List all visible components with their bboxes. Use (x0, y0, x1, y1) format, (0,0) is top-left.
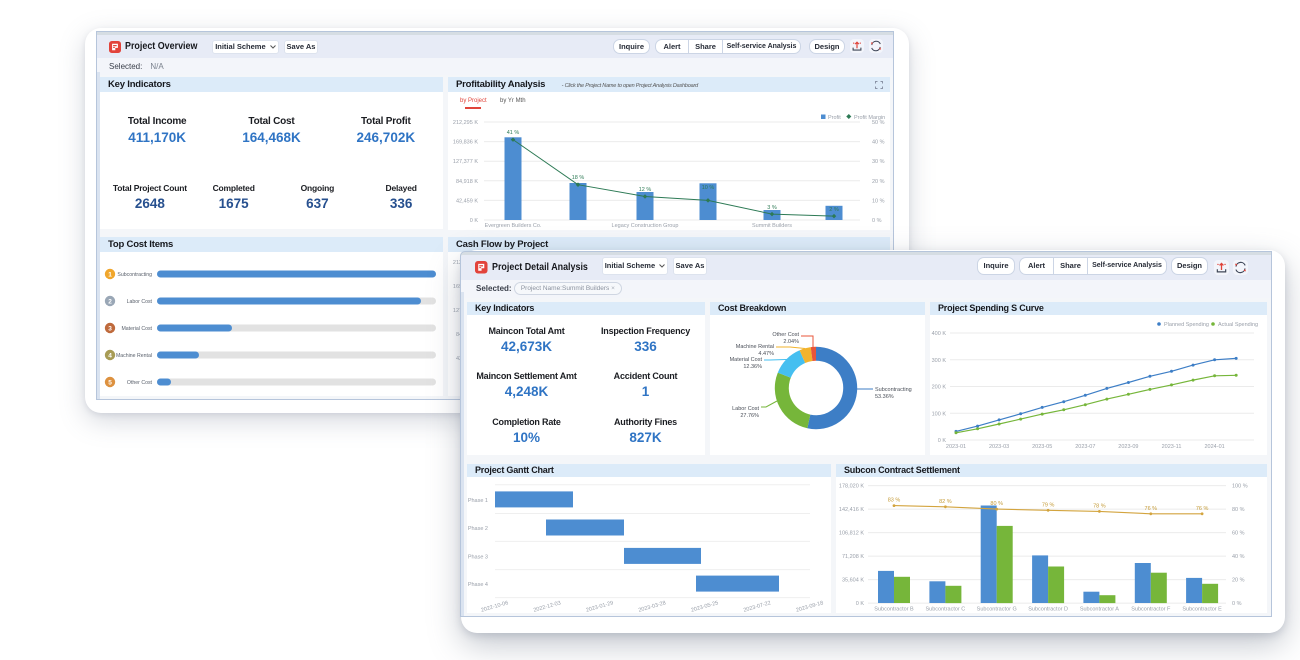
svg-text:83 %: 83 % (888, 498, 901, 504)
svg-text:Subcontractor G: Subcontractor G (977, 607, 1017, 613)
svg-text:Subcontractor F: Subcontractor F (1131, 607, 1171, 613)
svg-text:Actual Spending: Actual Spending (1218, 322, 1258, 328)
svg-text:53.36%: 53.36% (875, 394, 894, 400)
svg-text:40 %: 40 % (872, 140, 885, 146)
svg-text:100 K: 100 K (932, 411, 947, 417)
svg-text:2023-05-25: 2023-05-25 (690, 600, 719, 613)
svg-text:4.47%: 4.47% (758, 351, 774, 357)
svg-text:2022-12-03: 2022-12-03 (533, 600, 562, 613)
svg-text:2023-07: 2023-07 (1075, 444, 1095, 450)
svg-text:212,295 K: 212,295 K (453, 120, 478, 126)
svg-text:2 %: 2 % (829, 207, 839, 213)
svg-text:76 %: 76 % (1196, 506, 1209, 512)
svg-text:12 %: 12 % (639, 187, 652, 193)
svg-text:Profit: Profit (828, 115, 841, 121)
svg-text:Phase 1: Phase 1 (468, 498, 488, 504)
svg-text:Phase 2: Phase 2 (468, 526, 488, 532)
svg-text:Labor Cost: Labor Cost (127, 299, 153, 305)
svg-text:4: 4 (108, 352, 112, 359)
svg-text:42,459 K: 42,459 K (456, 198, 478, 204)
svg-text:Summit Builders: Summit Builders (752, 223, 792, 229)
svg-text:0 %: 0 % (1232, 601, 1242, 607)
svg-text:178,020 K: 178,020 K (839, 484, 864, 490)
svg-text:78 %: 78 % (1093, 503, 1106, 509)
svg-text:2023-03-28: 2023-03-28 (638, 600, 667, 613)
svg-text:50 %: 50 % (872, 120, 885, 126)
svg-text:10 %: 10 % (872, 198, 885, 204)
svg-text:2022-10-06: 2022-10-06 (480, 600, 509, 613)
svg-text:27.76%: 27.76% (740, 413, 759, 419)
svg-text:76 %: 76 % (1145, 506, 1158, 512)
svg-text:106,812 K: 106,812 K (839, 531, 864, 537)
svg-text:Labor Cost: Labor Cost (732, 406, 759, 412)
svg-text:1: 1 (108, 271, 112, 278)
svg-text:0 K: 0 K (856, 601, 865, 607)
svg-text:100 %: 100 % (1232, 484, 1248, 490)
svg-text:35,604 K: 35,604 K (842, 578, 864, 584)
svg-text:82 %: 82 % (939, 499, 952, 505)
svg-text:2023-01: 2023-01 (946, 444, 966, 450)
svg-text:Subcontractor C: Subcontractor C (926, 607, 966, 613)
svg-text:60 %: 60 % (1232, 531, 1245, 537)
svg-text:Subcontractor B: Subcontractor B (874, 607, 914, 613)
svg-text:Phase 3: Phase 3 (468, 554, 488, 560)
svg-text:71,208 K: 71,208 K (842, 554, 864, 560)
svg-text:2023-09: 2023-09 (1118, 444, 1138, 450)
svg-text:142,416 K: 142,416 K (839, 507, 864, 513)
svg-text:Subcontractor D: Subcontractor D (1028, 607, 1068, 613)
svg-text:Other Cost: Other Cost (127, 380, 153, 386)
svg-text:300 K: 300 K (932, 358, 947, 364)
svg-text:Material Cost: Material Cost (730, 357, 763, 363)
svg-text:Subcontracting: Subcontracting (117, 272, 152, 278)
svg-text:2023-07-22: 2023-07-22 (743, 600, 772, 613)
svg-text:Subcontracting: Subcontracting (875, 387, 912, 393)
svg-text:Planned Spending: Planned Spending (1164, 322, 1209, 328)
svg-text:41 %: 41 % (507, 130, 520, 136)
svg-text:10 %: 10 % (702, 185, 715, 191)
svg-text:Phase 4: Phase 4 (468, 582, 488, 588)
svg-text:400 K: 400 K (932, 331, 947, 337)
svg-text:200 K: 200 K (932, 385, 947, 391)
svg-text:79 %: 79 % (1042, 502, 1055, 508)
svg-text:2023-09-18: 2023-09-18 (795, 600, 824, 613)
svg-text:80 %: 80 % (990, 501, 1003, 507)
svg-text:0 K: 0 K (470, 218, 479, 224)
svg-text:0 %: 0 % (872, 218, 882, 224)
svg-text:84,918 K: 84,918 K (456, 179, 478, 185)
svg-text:Subcontractor A: Subcontractor A (1080, 607, 1119, 613)
svg-text:Profit Margin: Profit Margin (854, 115, 885, 121)
svg-text:5: 5 (108, 379, 112, 386)
svg-text:3: 3 (108, 325, 112, 332)
svg-text:2023-11: 2023-11 (1162, 444, 1182, 450)
svg-text:127,377 K: 127,377 K (453, 159, 478, 165)
svg-text:2023-03: 2023-03 (989, 444, 1009, 450)
svg-text:Evergreen Builders Co.: Evergreen Builders Co. (485, 223, 542, 229)
svg-text:40 %: 40 % (1232, 554, 1245, 560)
svg-text:169,836 K: 169,836 K (453, 140, 478, 146)
svg-text:Material Cost: Material Cost (121, 326, 152, 332)
svg-text:Machine Rental: Machine Rental (736, 344, 774, 350)
svg-text:2023-01-29: 2023-01-29 (585, 600, 614, 613)
svg-text:30 %: 30 % (872, 159, 885, 165)
svg-text:2023-05: 2023-05 (1032, 444, 1052, 450)
svg-text:2024-01: 2024-01 (1205, 444, 1225, 450)
svg-text:80 %: 80 % (1232, 507, 1245, 513)
svg-text:12.36%: 12.36% (743, 364, 762, 370)
svg-text:Machine Rental: Machine Rental (116, 353, 152, 359)
svg-text:Subcontractor E: Subcontractor E (1182, 607, 1222, 613)
svg-text:20 %: 20 % (872, 179, 885, 185)
svg-text:2: 2 (108, 298, 112, 305)
svg-text:3 %: 3 % (767, 205, 777, 211)
svg-text:0 K: 0 K (938, 438, 947, 444)
svg-text:Other Cost: Other Cost (772, 332, 799, 338)
svg-text:2.04%: 2.04% (783, 339, 799, 345)
svg-text:18 %: 18 % (572, 175, 585, 181)
svg-text:Legacy Construction Group: Legacy Construction Group (612, 223, 679, 229)
svg-text:20 %: 20 % (1232, 578, 1245, 584)
